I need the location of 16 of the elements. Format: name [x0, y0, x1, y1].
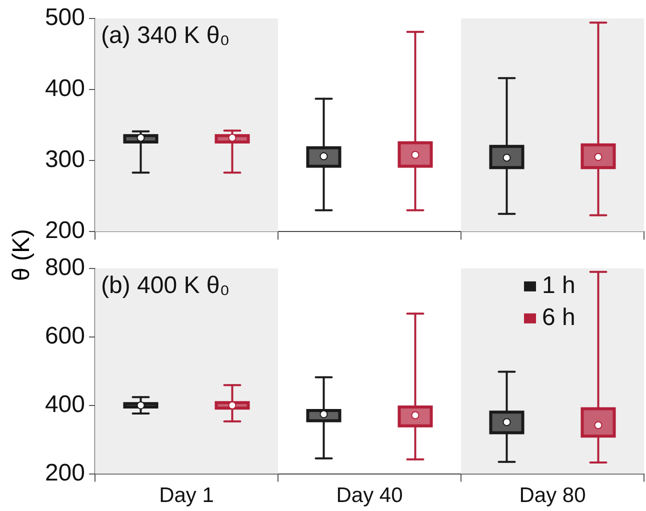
y-tick-label: 500 — [44, 4, 85, 32]
y-tick-label: 600 — [44, 322, 85, 350]
y-axis-title: θ (K) — [8, 228, 36, 282]
y-tick-label: 200 — [44, 217, 85, 244]
annotation: (a) 340 K θ₀ — [101, 22, 230, 50]
y-tick-label: 800 — [44, 254, 85, 282]
x-tick-label: Day 1 — [159, 484, 214, 508]
y-tick-label: 400 — [44, 390, 85, 418]
annotation: (b) 400 K θ₀ — [101, 272, 230, 300]
y-tick-label: 300 — [44, 146, 85, 174]
legend-label: 6 h — [542, 304, 576, 332]
x-tick-label: Day 80 — [519, 484, 586, 508]
legend-label: 1 h — [542, 272, 576, 300]
x-tick-label: Day 40 — [336, 484, 403, 508]
y-tick-label: 200 — [44, 459, 85, 486]
y-tick-label: 400 — [44, 75, 85, 102]
